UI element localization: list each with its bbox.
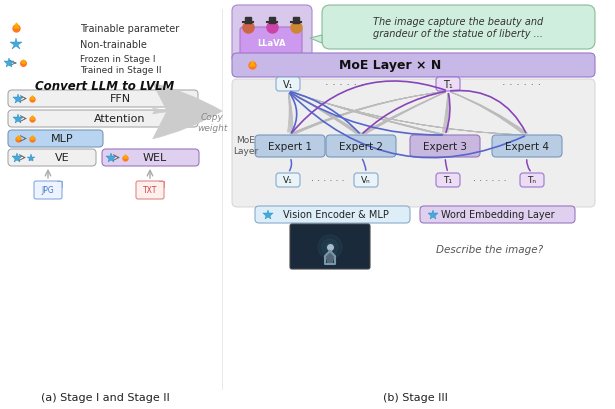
Text: VE: VE bbox=[55, 153, 69, 163]
FancyBboxPatch shape bbox=[8, 111, 198, 128]
FancyBboxPatch shape bbox=[420, 207, 575, 223]
FancyBboxPatch shape bbox=[232, 80, 595, 207]
FancyBboxPatch shape bbox=[8, 150, 96, 166]
Text: Non-trainable: Non-trainable bbox=[80, 40, 147, 50]
Text: Expert 1: Expert 1 bbox=[268, 142, 312, 152]
FancyBboxPatch shape bbox=[436, 78, 460, 92]
Text: Trainable parameter: Trainable parameter bbox=[80, 24, 179, 34]
FancyBboxPatch shape bbox=[492, 136, 562, 157]
FancyBboxPatch shape bbox=[102, 150, 199, 166]
Text: · · · · · ·: · · · · · · bbox=[325, 80, 365, 90]
Text: FFN: FFN bbox=[109, 94, 130, 104]
Text: · · · · · ·: · · · · · · bbox=[473, 175, 507, 186]
FancyBboxPatch shape bbox=[232, 54, 595, 78]
Text: (a) Stage I and Stage II: (a) Stage I and Stage II bbox=[41, 392, 169, 402]
FancyBboxPatch shape bbox=[255, 136, 325, 157]
Text: MLP: MLP bbox=[50, 134, 73, 144]
Text: · · · · · ·: · · · · · · bbox=[311, 175, 345, 186]
Text: Attention: Attention bbox=[94, 114, 146, 124]
Polygon shape bbox=[326, 252, 334, 264]
Circle shape bbox=[318, 236, 342, 259]
Text: Expert 2: Expert 2 bbox=[339, 142, 383, 152]
Text: Tₙ: Tₙ bbox=[528, 176, 536, 185]
Text: · · · · · ·: · · · · · · bbox=[502, 80, 542, 90]
Text: (b) Stage III: (b) Stage III bbox=[383, 392, 448, 402]
FancyBboxPatch shape bbox=[322, 6, 595, 50]
Text: JPG: JPG bbox=[42, 186, 54, 195]
Text: MoE Layer × N: MoE Layer × N bbox=[339, 59, 441, 72]
Text: TXT: TXT bbox=[143, 186, 157, 195]
FancyBboxPatch shape bbox=[34, 182, 62, 200]
Circle shape bbox=[322, 239, 338, 255]
FancyBboxPatch shape bbox=[255, 207, 410, 223]
Text: WEL: WEL bbox=[143, 153, 167, 163]
FancyBboxPatch shape bbox=[240, 28, 302, 60]
FancyBboxPatch shape bbox=[410, 136, 480, 157]
Text: Word Embedding Layer: Word Embedding Layer bbox=[441, 210, 555, 220]
Text: LLaVA: LLaVA bbox=[256, 39, 285, 48]
FancyBboxPatch shape bbox=[8, 91, 198, 108]
Text: Describe the image?: Describe the image? bbox=[437, 245, 544, 254]
Text: Expert 4: Expert 4 bbox=[505, 142, 549, 152]
Text: Convert LLM to LVLM: Convert LLM to LVLM bbox=[36, 80, 175, 93]
FancyBboxPatch shape bbox=[276, 173, 300, 188]
Text: V₁: V₁ bbox=[283, 176, 293, 185]
Text: Vₙ: Vₙ bbox=[361, 176, 371, 185]
FancyBboxPatch shape bbox=[326, 136, 396, 157]
FancyBboxPatch shape bbox=[276, 78, 300, 92]
Text: Expert 3: Expert 3 bbox=[423, 142, 467, 152]
FancyBboxPatch shape bbox=[136, 182, 164, 200]
Text: T₁: T₁ bbox=[443, 80, 453, 90]
Text: Vision Encoder & MLP: Vision Encoder & MLP bbox=[283, 210, 389, 220]
Text: The image capture the beauty and
grandeur of the statue of liberty ...: The image capture the beauty and grandeu… bbox=[373, 17, 543, 39]
FancyBboxPatch shape bbox=[354, 173, 378, 188]
Text: T₁: T₁ bbox=[443, 176, 453, 185]
FancyBboxPatch shape bbox=[520, 173, 544, 188]
Text: Copy
weight: Copy weight bbox=[197, 113, 227, 133]
Circle shape bbox=[326, 243, 334, 252]
Polygon shape bbox=[310, 36, 322, 44]
FancyBboxPatch shape bbox=[8, 131, 103, 148]
FancyBboxPatch shape bbox=[436, 173, 460, 188]
Text: V₁: V₁ bbox=[283, 80, 293, 90]
FancyBboxPatch shape bbox=[232, 6, 312, 64]
Text: Frozen in Stage I
Trained in Stage II: Frozen in Stage I Trained in Stage II bbox=[80, 55, 162, 74]
FancyBboxPatch shape bbox=[290, 225, 370, 270]
Text: MoE
Layer: MoE Layer bbox=[233, 136, 259, 155]
